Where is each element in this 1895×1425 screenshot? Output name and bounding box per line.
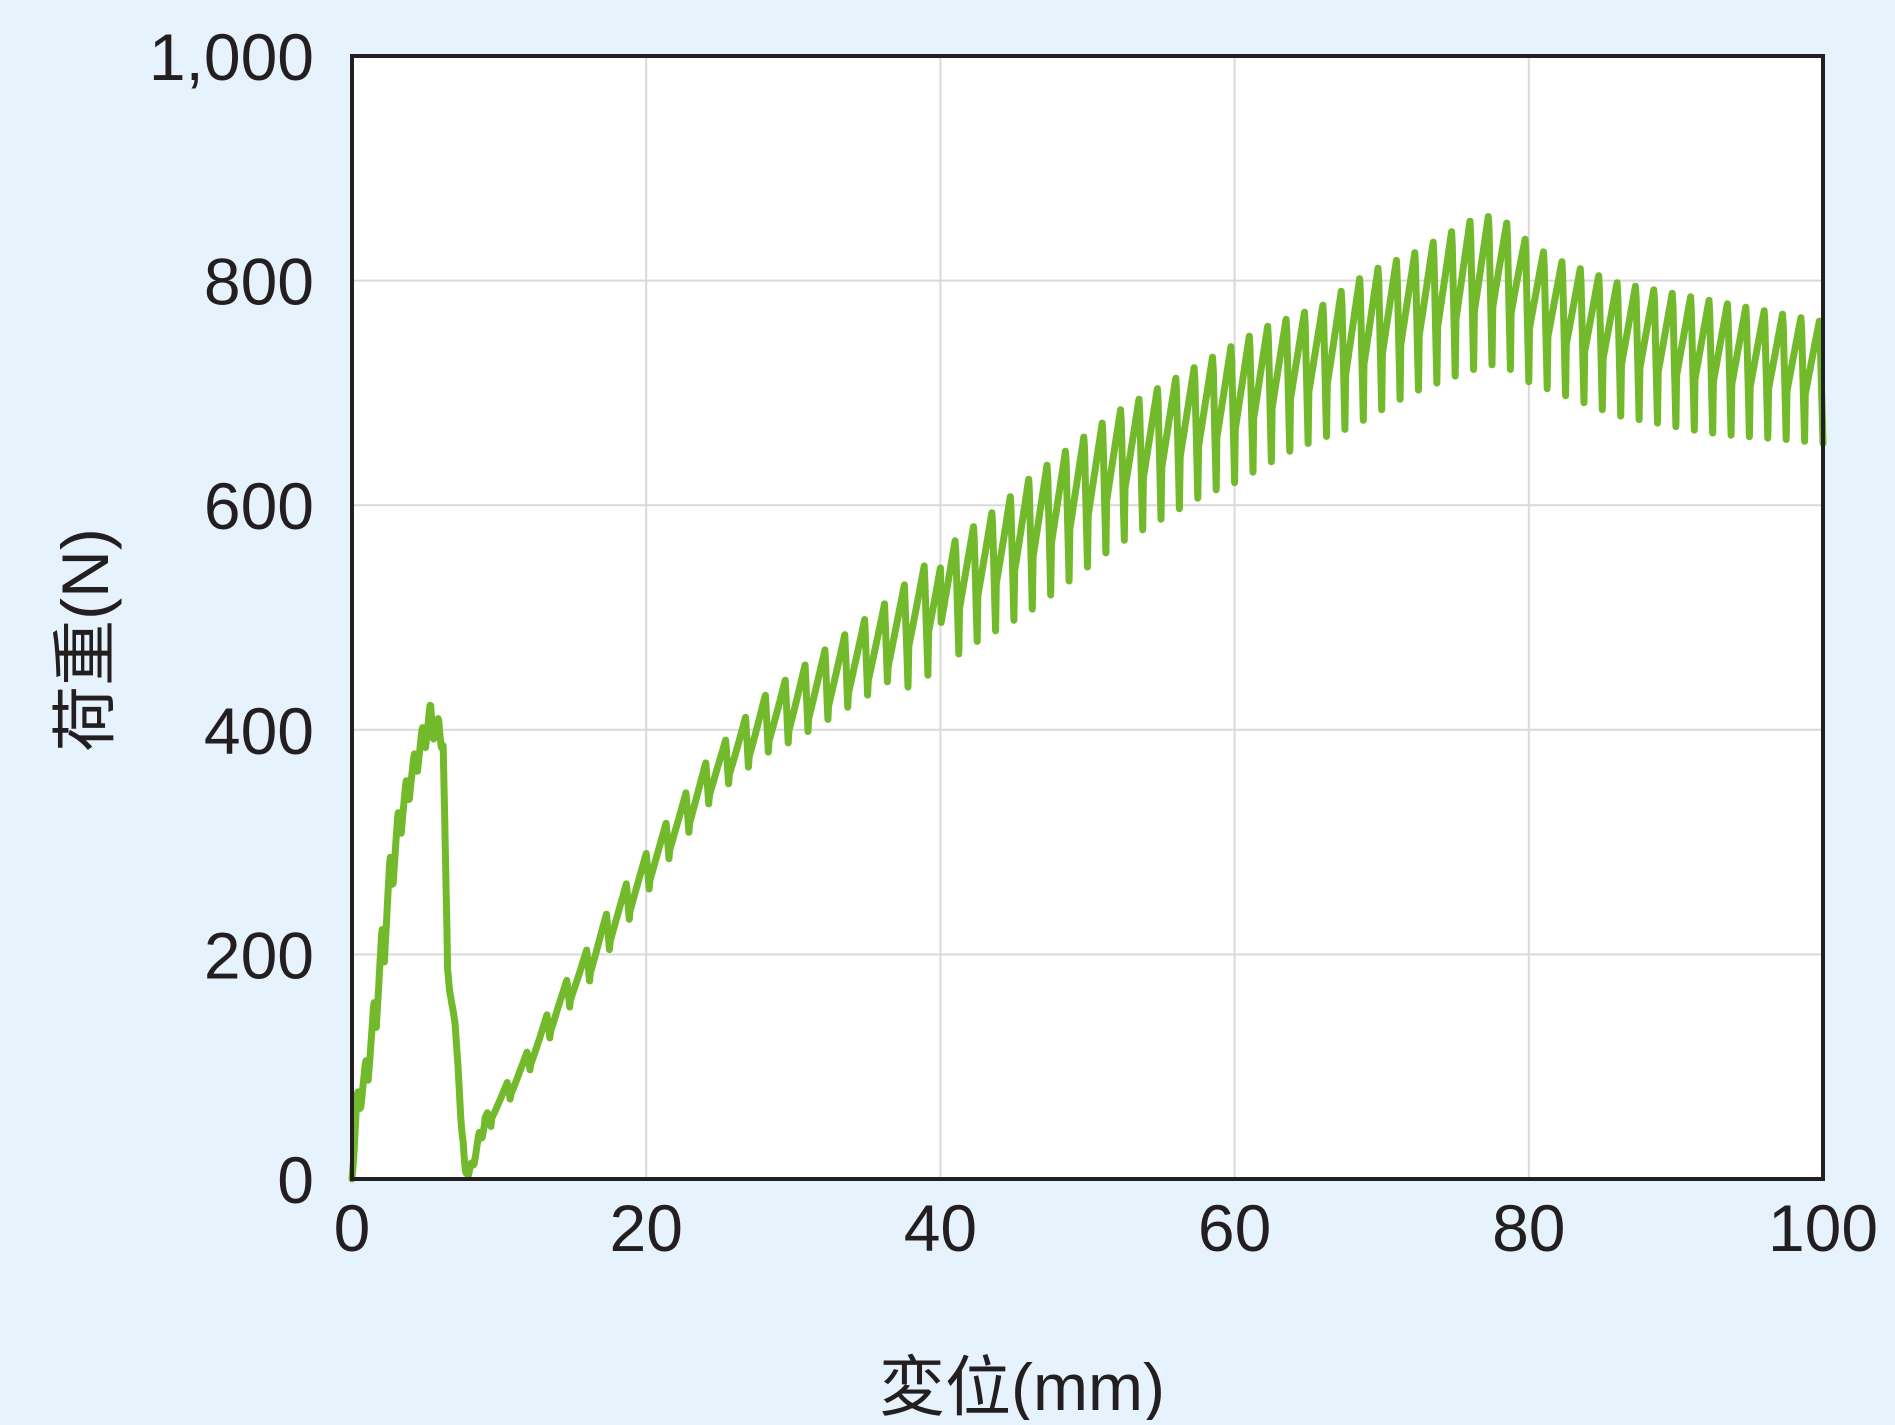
load-curve-line	[348, 213, 1827, 1183]
x-tick-label: 20	[609, 1191, 682, 1265]
y-tick-label: 0	[277, 1143, 314, 1217]
x-tick-label: 80	[1492, 1191, 1565, 1265]
y-tick-label: 600	[204, 469, 314, 543]
x-axis-label: 変位(mm)	[879, 1350, 1165, 1420]
y-tick-label: 1,000	[149, 20, 314, 94]
x-tick-label: 60	[1198, 1191, 1271, 1265]
plot-area	[352, 56, 1823, 1179]
x-tick-label: 40	[904, 1191, 977, 1265]
y-axis-label: 荷重(N)	[48, 528, 122, 752]
x-tick-label: 100	[1768, 1191, 1878, 1265]
y-tick-label: 400	[204, 694, 314, 768]
y-tick-label: 200	[204, 918, 314, 992]
x-tick-label: 0	[334, 1191, 371, 1265]
y-tick-label: 800	[204, 245, 314, 319]
plot-frame	[350, 54, 1825, 1181]
